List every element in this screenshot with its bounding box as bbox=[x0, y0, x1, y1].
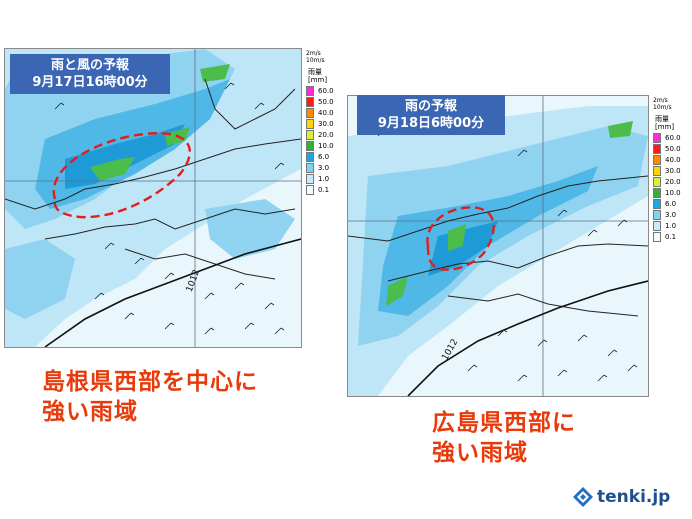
right-wind-key: 2m/s 10m/s bbox=[653, 97, 672, 111]
legend-label: 40.0 bbox=[665, 156, 681, 164]
legend-swatch bbox=[653, 188, 661, 198]
legend-swatch bbox=[306, 108, 314, 118]
tenki-logo-text: tenki.jp bbox=[597, 487, 671, 507]
right-caption-line2: 強い雨域 bbox=[432, 440, 528, 466]
legend-swatch bbox=[306, 174, 314, 184]
right-forecast-panel: 1012 雨の予報 9月18日6時00分 2m/s 10m/s 雨量 [mm] … bbox=[347, 95, 688, 397]
legend-swatch bbox=[653, 199, 661, 209]
legend-swatch bbox=[306, 163, 314, 173]
legend-swatch bbox=[653, 221, 661, 231]
left-map-graphic bbox=[5, 49, 301, 347]
legend-label: 40.0 bbox=[318, 109, 334, 117]
legend-label: 60.0 bbox=[318, 87, 334, 95]
legend-swatch bbox=[306, 130, 314, 140]
left-caption-line2: 強い雨域 bbox=[42, 399, 138, 425]
legend-swatch bbox=[653, 133, 661, 143]
left-caption-line1: 島根県西部を中心に bbox=[42, 369, 258, 395]
legend-unit: [mm] bbox=[308, 76, 328, 84]
legend-swatch bbox=[653, 210, 661, 220]
legend-swatch bbox=[306, 97, 314, 107]
left-wind-key: 2m/s 10m/s bbox=[306, 50, 325, 64]
legend-swatch bbox=[306, 185, 314, 195]
right-wind-key-top: 2m/s bbox=[653, 97, 668, 104]
right-title-box: 雨の予報 9月18日6時00分 bbox=[357, 95, 505, 135]
left-title-line2: 9月17日16時00分 bbox=[32, 75, 148, 90]
legend-swatch bbox=[306, 86, 314, 96]
legend-label: 0.1 bbox=[665, 233, 677, 241]
left-forecast-panel: 1012 雨と風の予報 9月17日16時00分 2m/s 10m/s 雨量 [m… bbox=[4, 48, 338, 348]
legend-label: 20.0 bbox=[318, 131, 334, 139]
right-title-line1: 雨の予報 bbox=[404, 99, 457, 114]
legend-label: 50.0 bbox=[318, 98, 334, 106]
right-wind-key-bottom: 10m/s bbox=[653, 104, 672, 111]
left-wind-key-bottom: 10m/s bbox=[306, 57, 325, 64]
legend-label: 20.0 bbox=[665, 178, 681, 186]
legend-label: 6.0 bbox=[318, 153, 330, 161]
right-highlight-circle bbox=[426, 206, 495, 271]
legend-label: 60.0 bbox=[665, 134, 681, 142]
legend-swatch bbox=[653, 166, 661, 176]
legend-swatch bbox=[653, 177, 661, 187]
right-caption: 広島県西部に 強い雨域 bbox=[432, 408, 576, 468]
legend-title: 雨量 bbox=[655, 115, 669, 123]
legend-label: 10.0 bbox=[665, 189, 681, 197]
legend-swatch bbox=[306, 119, 314, 129]
legend-label: 3.0 bbox=[318, 164, 330, 172]
tenki-logo: tenki.jp bbox=[572, 484, 687, 510]
right-forecast-map bbox=[347, 95, 649, 397]
legend-label: 3.0 bbox=[665, 211, 677, 219]
legend-label: 6.0 bbox=[665, 200, 677, 208]
right-caption-line1: 広島県西部に bbox=[432, 410, 576, 436]
legend-label: 1.0 bbox=[318, 175, 330, 183]
legend-label: 30.0 bbox=[665, 167, 681, 175]
left-forecast-map bbox=[4, 48, 302, 348]
left-title-box: 雨と風の予報 9月17日16時00分 bbox=[10, 54, 170, 94]
legend-swatch bbox=[306, 141, 314, 151]
left-caption: 島根県西部を中心に 強い雨域 bbox=[42, 367, 258, 427]
legend-title: 雨量 bbox=[308, 68, 322, 76]
legend-label: 50.0 bbox=[665, 145, 681, 153]
legend-swatch bbox=[653, 144, 661, 154]
legend-label: 0.1 bbox=[318, 186, 330, 194]
left-title-line1: 雨と風の予報 bbox=[50, 58, 129, 73]
left-wind-key-top: 2m/s bbox=[306, 50, 321, 57]
left-rain-legend: 雨量 [mm] 60.0 50.0 40.0 30.0 20.0 10.0 6.0 3.0 1.… bbox=[306, 68, 338, 218]
tenki-logo-icon bbox=[573, 487, 593, 507]
right-rain-legend: 雨量 [mm] 60.0 50.0 40.0 30.0 20.0 10.0 6.0 3.0 1.… bbox=[653, 115, 685, 265]
right-map-graphic bbox=[348, 96, 648, 396]
legend-swatch bbox=[306, 152, 314, 162]
left-highlight-circle bbox=[52, 132, 191, 219]
legend-label: 10.0 bbox=[318, 142, 334, 150]
legend-label: 30.0 bbox=[318, 120, 334, 128]
legend-label: 1.0 bbox=[665, 222, 677, 230]
legend-unit: [mm] bbox=[655, 123, 675, 131]
right-title-line2: 9月18日6時00分 bbox=[377, 116, 485, 131]
legend-swatch bbox=[653, 232, 661, 242]
legend-swatch bbox=[653, 155, 661, 165]
